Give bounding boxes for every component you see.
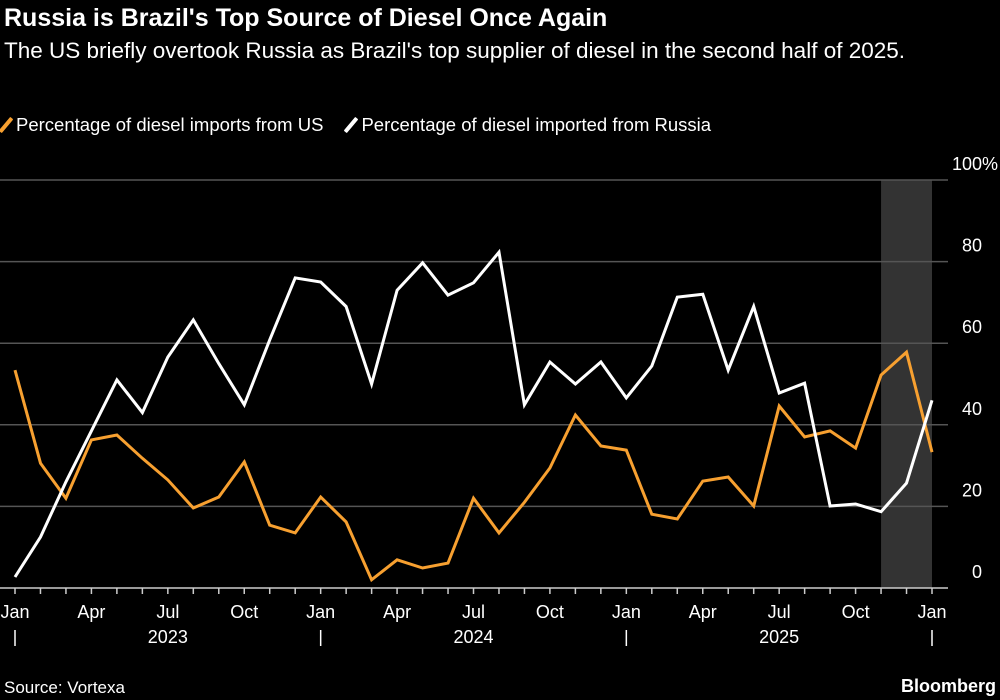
bloomberg-logo: Bloomberg (900, 676, 996, 696)
highlight-band (881, 180, 932, 588)
russia-series-line (13, 248, 934, 578)
legend-item-us: Percentage of diesel imports from US (0, 114, 324, 136)
chart-title: Russia is Brazil's Top Source of Diesel … (4, 4, 608, 32)
x-tick-label: Jan (612, 602, 641, 622)
x-tick-label: Oct (536, 602, 564, 622)
chart-subtitle: The US briefly overtook Russia as Brazil… (4, 38, 906, 63)
x-tick-label: Oct (842, 602, 870, 622)
y-tick-label: 80 (962, 236, 982, 256)
year-label: 2023 (148, 627, 188, 647)
x-tick-label: Jan (917, 602, 946, 622)
source-note: Source: Vortexa (4, 678, 125, 697)
x-tick-label: Apr (689, 602, 717, 622)
x-tick-label: Jan (0, 602, 29, 622)
y-tick-label: 20 (962, 480, 982, 500)
x-tick-label: Apr (383, 602, 411, 622)
x-tick-label: Apr (77, 602, 105, 622)
legend-label-us: Percentage of diesel imports from US (16, 114, 324, 135)
year-label: 2025 (759, 627, 799, 647)
legend-label-russia: Percentage of diesel imported from Russi… (361, 114, 712, 135)
x-tick-label: Jul (156, 602, 179, 622)
y-tick-label: 0 (972, 562, 982, 582)
legend-item-russia: Percentage of diesel imported from Russi… (344, 114, 712, 136)
x-tick-label: Oct (230, 602, 258, 622)
x-tick-label: Jul (462, 602, 485, 622)
y-tick-label: 40 (962, 399, 982, 419)
legend: Percentage of diesel imports from US Per… (0, 114, 712, 136)
year-label: 2024 (453, 627, 493, 647)
x-tick-label: Jan (306, 602, 335, 622)
y-tick-label: 100% (952, 154, 998, 174)
y-tick-label: 60 (962, 317, 982, 337)
x-tick-label: Jul (768, 602, 791, 622)
